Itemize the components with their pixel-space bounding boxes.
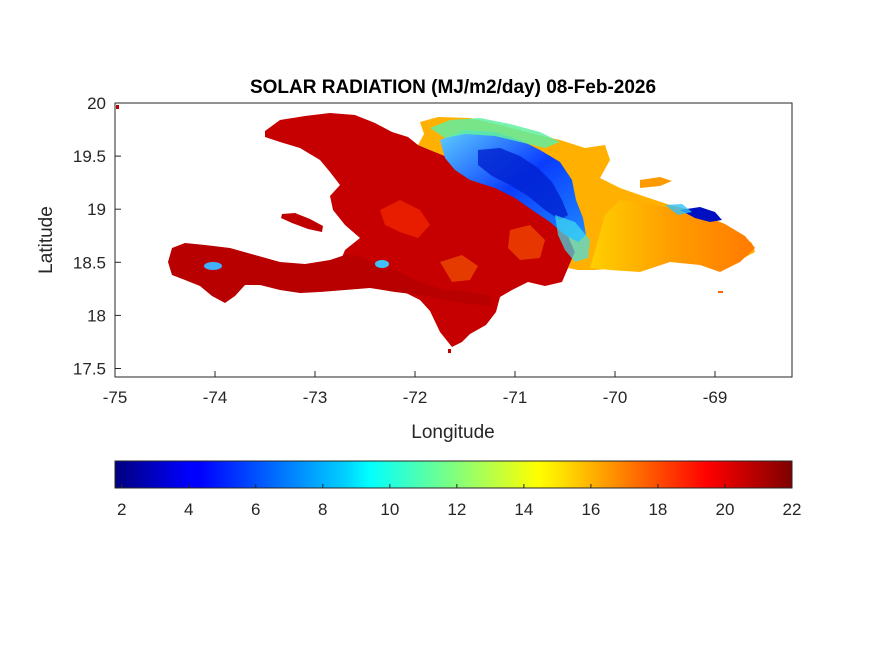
colorbar-tick-label: 22 [783,500,802,519]
colorbar-tick-label: 4 [184,500,193,519]
chart-title: SOLAR RADIATION (MJ/m2/day) 08-Feb-2026 [250,77,656,98]
samana-peninsula [640,177,672,188]
colorbar-tick-label: 6 [251,500,260,519]
plot-frame [114,102,793,378]
colorbar-tick-label: 18 [648,500,667,519]
x-tick-label: -73 [303,388,328,407]
y-axis-ticks: 20 19.5 19 18.5 18 17.5 [73,94,121,379]
corner-speck [116,105,119,109]
haiti-bright-patches [380,200,430,238]
y-tick-label: 19.5 [73,147,106,166]
x-tick-label: -74 [203,388,228,407]
y-axis-label: Latitude [36,206,57,274]
dr-east-land [590,200,755,272]
colorbar-tick-label: 8 [318,500,327,519]
colorbar [114,460,793,489]
south-dr-orange [508,225,545,260]
x-axis-label: Longitude [411,422,494,443]
haiti-orange-patches [440,255,478,282]
colorbar-tick-label: 16 [581,500,600,519]
samana-blue [680,207,722,222]
x-tick-label: -70 [603,388,628,407]
samana-cyan [665,204,692,215]
x-axis-ticks: -75 -74 -73 -72 -71 -70 -69 [103,371,728,407]
colorbar-tick-label: 2 [117,500,126,519]
southwest-low-spot [204,262,222,270]
x-tick-label: -69 [703,388,728,407]
beata-speck [448,349,451,353]
cibao-core [478,148,568,220]
southern-low-spot [375,260,389,268]
colorbar-tick-label: 20 [716,500,735,519]
x-tick-label: -71 [503,388,528,407]
colorbar-tick-label: 14 [514,500,533,519]
y-tick-label: 17.5 [73,360,106,379]
colorbar-tick-label: 12 [447,500,466,519]
y-tick-label: 18.5 [73,253,106,272]
heatmap-layer [116,105,755,353]
x-tick-label: -75 [103,388,128,407]
haiti-south-land [168,243,492,306]
y-tick-label: 20 [87,94,106,113]
valley-cyan-fringe [555,215,590,262]
y-tick-label: 18 [87,306,106,325]
colorbar-tick-label: 10 [380,500,399,519]
x-tick-label: -72 [403,388,428,407]
north-green-fringe [430,118,560,148]
y-tick-label: 19 [87,200,106,219]
saona-speck [718,291,723,293]
gonave-island [281,213,323,232]
colorbar-ticks: 2 4 6 8 10 12 14 16 18 20 22 [117,484,801,519]
